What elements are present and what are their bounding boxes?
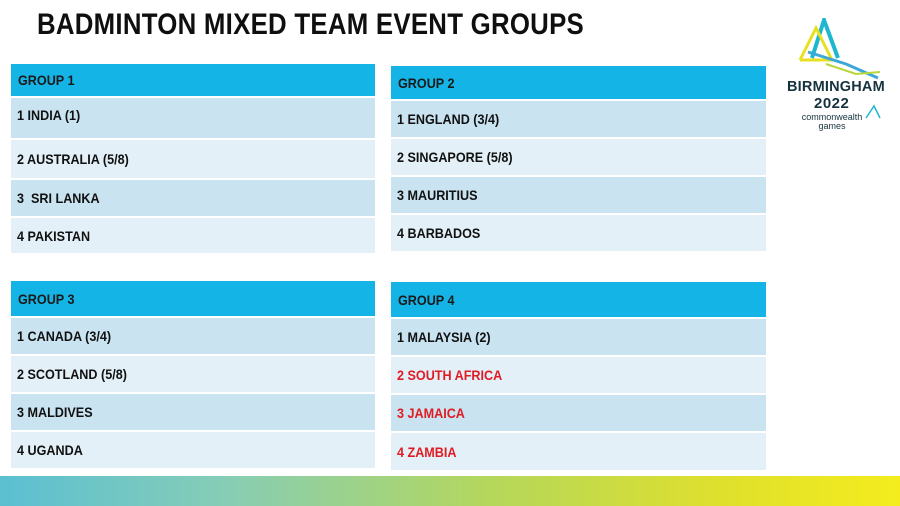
logo-year: 2022 (814, 95, 850, 112)
group-header: GROUP 2 (391, 66, 766, 101)
group-1-table: GROUP 1 1 INDIA (1) 2 AUSTRALIA (5/8) 3 … (11, 64, 375, 255)
team-row: 2 AUSTRALIA (5/8) (11, 140, 375, 180)
team-row: 3 SRI LANKA (11, 180, 375, 218)
team-row: 3 MALDIVES (11, 394, 375, 432)
team-row: 1 MALAYSIA (2) (391, 319, 766, 357)
team-row: 2 SOUTH AFRICA (391, 357, 766, 395)
group-header: GROUP 4 (391, 282, 766, 319)
group-2-table: GROUP 2 1 ENGLAND (3/4) 2 SINGAPORE (5/8… (391, 66, 766, 253)
group-3-table: GROUP 3 1 CANADA (3/4) 2 SCOTLAND (5/8) … (11, 281, 375, 470)
team-row: 3 MAURITIUS (391, 177, 766, 215)
page-title: BADMINTON MIXED TEAM EVENT GROUPS (37, 8, 585, 41)
team-row: 1 ENGLAND (3/4) (391, 101, 766, 139)
logo-tagline-line1: commonwealth (801, 112, 863, 122)
team-row: 1 INDIA (1) (11, 98, 375, 140)
group-header: GROUP 3 (11, 281, 375, 318)
logo-tagline: commonwealth games (800, 113, 864, 131)
footer-gradient-bar (0, 476, 900, 506)
group-4-table: GROUP 4 1 MALAYSIA (2) 2 SOUTH AFRICA 3 … (391, 282, 766, 472)
team-row: 4 UGANDA (11, 432, 375, 470)
team-row: 4 PAKISTAN (11, 218, 375, 255)
logo-city: BIRMINGHAM (787, 79, 885, 95)
birmingham-2022-logo (798, 18, 881, 119)
logo-tagline-line2: games (818, 121, 846, 131)
team-row: 3 JAMAICA (391, 395, 766, 433)
team-row: 4 BARBADOS (391, 215, 766, 253)
team-row: 2 SCOTLAND (5/8) (11, 356, 375, 394)
team-row: 1 CANADA (3/4) (11, 318, 375, 356)
team-row: 2 SINGAPORE (5/8) (391, 139, 766, 177)
team-row: 4 ZAMBIA (391, 433, 766, 472)
group-header: GROUP 1 (11, 64, 375, 98)
